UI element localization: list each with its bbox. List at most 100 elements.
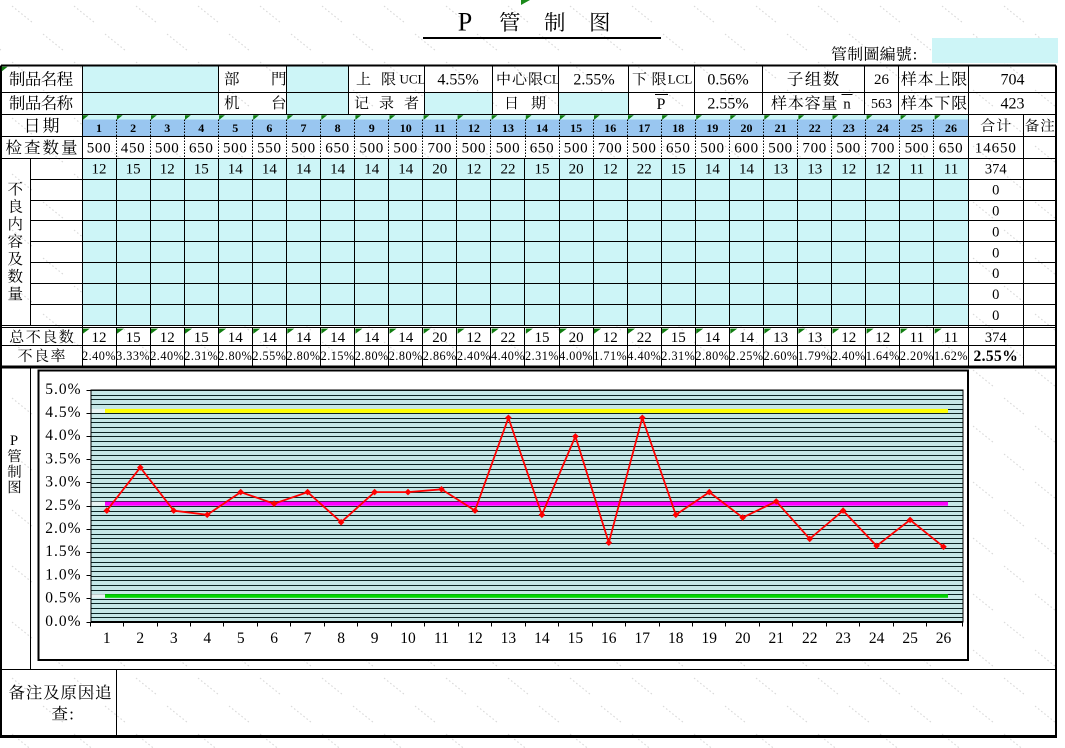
- svg-text:2.60%: 2.60%: [764, 349, 798, 363]
- svg-text:2.40%: 2.40%: [150, 349, 184, 363]
- svg-text:5.0%: 5.0%: [45, 381, 81, 398]
- svg-text:563: 563: [871, 97, 892, 112]
- svg-text:12: 12: [603, 162, 618, 178]
- svg-text:14: 14: [705, 162, 721, 178]
- svg-text:3.5%: 3.5%: [45, 450, 81, 467]
- svg-text:450: 450: [121, 141, 146, 157]
- svg-text:2.80%: 2.80%: [695, 349, 729, 363]
- svg-text:2.55%: 2.55%: [707, 96, 748, 113]
- svg-text:2.55%: 2.55%: [252, 349, 286, 363]
- svg-text:5: 5: [232, 121, 238, 135]
- svg-text:4: 4: [203, 630, 211, 647]
- svg-text:20: 20: [569, 162, 584, 178]
- svg-text:15: 15: [570, 121, 582, 135]
- svg-text:13: 13: [807, 330, 822, 346]
- svg-text:0: 0: [992, 204, 999, 220]
- svg-text:0: 0: [992, 308, 999, 324]
- svg-text:2.55%: 2.55%: [573, 72, 614, 89]
- svg-text:22: 22: [809, 121, 821, 135]
- svg-text:14: 14: [398, 330, 414, 346]
- svg-text:550: 550: [257, 141, 282, 157]
- svg-text:2.31%: 2.31%: [661, 349, 695, 363]
- svg-text:650: 650: [530, 141, 555, 157]
- svg-text:500: 500: [564, 141, 589, 157]
- svg-text:4.40%: 4.40%: [627, 349, 661, 363]
- svg-text:2.25%: 2.25%: [730, 349, 764, 363]
- svg-text:15: 15: [126, 330, 141, 346]
- svg-text:1.71%: 1.71%: [593, 349, 627, 363]
- svg-text:1.79%: 1.79%: [798, 349, 832, 363]
- svg-text:500: 500: [291, 141, 316, 157]
- svg-text:24: 24: [869, 630, 885, 647]
- svg-text:14: 14: [330, 330, 346, 346]
- svg-text:1.5%: 1.5%: [45, 543, 81, 560]
- svg-text:18: 18: [668, 630, 684, 647]
- svg-text:13: 13: [807, 162, 822, 178]
- svg-text:650: 650: [189, 141, 214, 157]
- svg-text:7: 7: [304, 630, 312, 647]
- svg-text:20: 20: [735, 630, 751, 647]
- svg-text:8: 8: [337, 630, 345, 647]
- svg-text:14: 14: [330, 162, 346, 178]
- svg-text:14: 14: [262, 330, 278, 346]
- svg-text:500: 500: [700, 141, 725, 157]
- svg-text:1: 1: [96, 121, 102, 135]
- svg-text:14650: 14650: [975, 141, 1017, 157]
- svg-text:25: 25: [902, 630, 918, 647]
- svg-text:7: 7: [301, 121, 307, 135]
- svg-text:12: 12: [875, 162, 890, 178]
- svg-text:LCL: LCL: [668, 72, 693, 87]
- svg-text:14: 14: [228, 330, 244, 346]
- svg-text:17: 17: [635, 630, 651, 647]
- svg-text:15: 15: [535, 162, 550, 178]
- svg-text:2.0%: 2.0%: [45, 520, 81, 537]
- svg-text:12: 12: [841, 162, 856, 178]
- svg-text:500: 500: [768, 141, 793, 157]
- svg-text:13: 13: [502, 121, 514, 135]
- svg-text:2.15%: 2.15%: [321, 349, 355, 363]
- svg-text:19: 19: [706, 121, 718, 135]
- svg-text:12: 12: [468, 121, 480, 135]
- svg-text:0: 0: [992, 266, 999, 282]
- svg-text:700: 700: [870, 141, 895, 157]
- svg-text:1.0%: 1.0%: [45, 566, 81, 583]
- svg-text:0: 0: [992, 224, 999, 240]
- svg-text:10: 10: [400, 630, 416, 647]
- svg-text:16: 16: [604, 121, 616, 135]
- svg-text:1.64%: 1.64%: [866, 349, 900, 363]
- svg-text:2.40%: 2.40%: [82, 349, 116, 363]
- svg-text::: :: [69, 705, 74, 724]
- svg-text:16: 16: [601, 630, 617, 647]
- svg-text:1: 1: [103, 630, 111, 647]
- svg-text:14: 14: [739, 162, 755, 178]
- svg-text:9: 9: [369, 121, 375, 135]
- svg-text:650: 650: [325, 141, 350, 157]
- svg-text:P: P: [657, 96, 666, 113]
- svg-text:14: 14: [739, 330, 755, 346]
- svg-text:3.0%: 3.0%: [45, 474, 81, 491]
- svg-text:14: 14: [228, 162, 244, 178]
- svg-text:14: 14: [705, 330, 721, 346]
- svg-text:20: 20: [569, 330, 584, 346]
- svg-text:10: 10: [400, 121, 412, 135]
- svg-text:2.31%: 2.31%: [184, 349, 218, 363]
- svg-text:500: 500: [462, 141, 487, 157]
- svg-text:24: 24: [877, 121, 889, 135]
- svg-text:2.80%: 2.80%: [287, 349, 321, 363]
- svg-text:14: 14: [296, 330, 312, 346]
- svg-text:14: 14: [398, 162, 414, 178]
- svg-text:12: 12: [160, 330, 175, 346]
- svg-text:21: 21: [768, 630, 784, 647]
- svg-text:650: 650: [939, 141, 964, 157]
- svg-text:704: 704: [1001, 72, 1025, 89]
- svg-text:UCL: UCL: [400, 72, 426, 87]
- svg-text:15: 15: [671, 330, 686, 346]
- svg-text:14: 14: [262, 162, 278, 178]
- svg-text:2.80%: 2.80%: [389, 349, 423, 363]
- svg-text:4: 4: [198, 121, 204, 135]
- svg-text:2.55%: 2.55%: [973, 348, 1018, 365]
- svg-text:17: 17: [638, 121, 650, 135]
- svg-text:0: 0: [992, 245, 999, 261]
- svg-text:6: 6: [270, 630, 278, 647]
- svg-text:15: 15: [194, 330, 209, 346]
